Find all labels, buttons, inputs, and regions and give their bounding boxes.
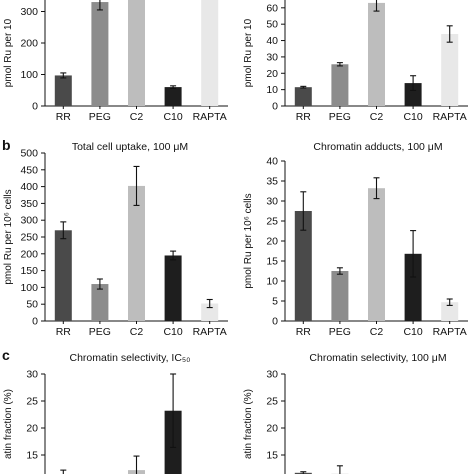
y-tick-label: 25 (266, 396, 278, 408)
bar-rapta (201, 303, 219, 321)
y-tick-label: 30 (266, 51, 278, 63)
y-tick-label: 50 (26, 299, 38, 311)
category-label-peg: PEG (89, 111, 111, 123)
y-tick-label: 400 (20, 181, 38, 193)
y-tick-label: 25 (26, 396, 38, 408)
y-tick-label: 300 (20, 6, 38, 18)
category-label-rapta: RAPTA (193, 111, 227, 123)
bar-peg (331, 271, 349, 321)
bar-rr (294, 87, 312, 106)
bar-c10 (404, 83, 422, 106)
y-tick-label: 200 (20, 248, 38, 260)
y-tick-label: 20 (266, 68, 278, 80)
chart-1: 0 100 200 300 pmol Ru per 10 RR PEG C2 C10 RAPTA (3, 0, 228, 123)
bar-rapta (441, 34, 459, 106)
bar-rr (294, 211, 312, 321)
y-tick-label: 40 (266, 156, 278, 168)
chart-title: Chromatin adducts, 100 μM (313, 141, 442, 153)
chart-title: Chromatin selectivity, 100 μM (309, 352, 446, 364)
y-axis-label: pmol Ru per 10⁶ cells (3, 189, 14, 284)
y-tick-label: 40 (266, 35, 278, 47)
y-axis-label: atin fraction (%) (243, 389, 254, 459)
y-axis-label: atin fraction (%) (3, 389, 14, 459)
y-tick-label: 35 (266, 176, 278, 188)
bar-peg (91, 284, 109, 321)
y-tick-label: 0 (32, 316, 38, 328)
category-label-rapta: RAPTA (433, 111, 467, 123)
bar-c10 (164, 255, 182, 321)
chart-5: Chromatin selectivity, IC₅₀ 15 20 25 30 atin … (3, 352, 191, 474)
panel-letter-c: c (2, 347, 10, 363)
y-tick-label: 50 (266, 19, 278, 31)
y-tick-label: 30 (266, 369, 278, 381)
y-tick-label: 15 (26, 450, 38, 462)
category-label-rapta: RAPTA (433, 326, 467, 338)
y-tick-label: 5 (272, 296, 278, 308)
category-label-c2: C2 (370, 111, 384, 123)
chart-3: Total cell uptake, 100 μM 0 50 100 150 200 250… (3, 141, 228, 338)
bar-c10 (164, 87, 182, 106)
y-tick-label: 25 (266, 216, 278, 228)
y-tick-label: 10 (266, 84, 278, 96)
y-tick-label: 10 (266, 276, 278, 288)
y-tick-label: 30 (266, 196, 278, 208)
panel-letter-b: b (2, 137, 11, 153)
y-tick-label: 20 (266, 236, 278, 248)
bar-peg (331, 64, 349, 106)
y-tick-label: 0 (272, 101, 278, 113)
chart-4: Chromatin adducts, 100 μM 0 5 10 15 20 25 30 35 4… (243, 141, 468, 338)
chart-6: Chromatin selectivity, 100 μM 15 20 25 30 ati… (243, 352, 447, 474)
bar-rr (54, 230, 72, 321)
bar-rr (54, 75, 72, 106)
y-tick-label: 200 (20, 38, 38, 50)
bar-peg (91, 2, 109, 106)
y-tick-label: 100 (20, 69, 38, 81)
y-tick-label: 500 (20, 148, 38, 160)
y-tick-label: 0 (32, 101, 38, 113)
category-label-c10: C10 (403, 111, 422, 123)
y-tick-label: 150 (20, 265, 38, 277)
category-label-c10: C10 (163, 326, 182, 338)
category-label-peg: PEG (329, 111, 351, 123)
category-label-c2: C2 (130, 326, 144, 338)
y-tick-label: 15 (266, 256, 278, 268)
bar-rapta (441, 302, 459, 321)
chart-2: 0 10 20 30 40 50 60 pmol Ru per 10 RR PEG C2 C10 RAP… (243, 0, 468, 123)
y-tick-label: 20 (26, 423, 38, 435)
category-label-c2: C2 (130, 111, 144, 123)
category-label-rr: RR (56, 111, 72, 123)
y-tick-label: 100 (20, 282, 38, 294)
bar-c2 (368, 2, 385, 106)
bar-rapta (201, 0, 219, 106)
y-axis-label: pmol Ru per 10 (3, 18, 14, 87)
bar-c10 (404, 253, 422, 321)
y-tick-label: 250 (20, 232, 38, 244)
category-label-rr: RR (296, 326, 312, 338)
category-label-rr: RR (296, 111, 312, 123)
category-label-rapta: RAPTA (193, 326, 227, 338)
bar-c2 (128, 185, 145, 321)
y-tick-label: 15 (266, 450, 278, 462)
category-label-c10: C10 (163, 111, 182, 123)
category-label-c10: C10 (403, 326, 422, 338)
y-tick-label: 350 (20, 198, 38, 210)
y-tick-label: 20 (266, 423, 278, 435)
bar-c2 (368, 188, 385, 321)
y-axis-label: pmol Ru per 10 (243, 18, 254, 87)
chart-title: Chromatin selectivity, IC₅₀ (69, 352, 190, 364)
chart-title: Total cell uptake, 100 μM (72, 141, 188, 153)
y-tick-label: 60 (266, 2, 278, 14)
category-label-peg: PEG (89, 326, 111, 338)
bar-c2 (128, 0, 145, 106)
y-axis-label: pmol Ru per 10⁶ cells (243, 193, 254, 288)
category-label-c2: C2 (370, 326, 384, 338)
category-label-rr: RR (56, 326, 72, 338)
y-tick-label: 450 (20, 164, 38, 176)
y-tick-label: 300 (20, 215, 38, 227)
y-tick-label: 0 (272, 316, 278, 328)
category-label-peg: PEG (329, 326, 351, 338)
y-tick-label: 30 (26, 369, 38, 381)
